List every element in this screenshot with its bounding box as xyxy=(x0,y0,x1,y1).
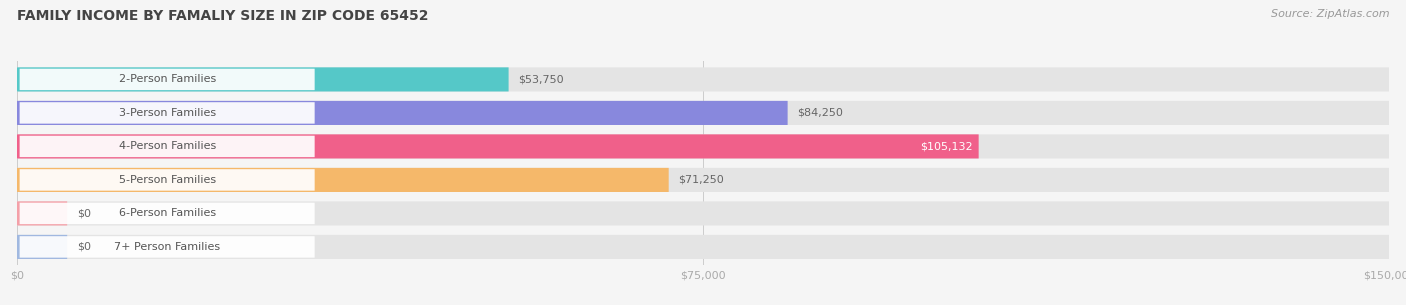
FancyBboxPatch shape xyxy=(20,136,315,157)
Text: 5-Person Families: 5-Person Families xyxy=(118,175,215,185)
FancyBboxPatch shape xyxy=(17,201,67,225)
FancyBboxPatch shape xyxy=(17,67,1389,92)
Text: $53,750: $53,750 xyxy=(519,74,564,84)
Text: 2-Person Families: 2-Person Families xyxy=(118,74,215,84)
FancyBboxPatch shape xyxy=(17,235,67,259)
FancyBboxPatch shape xyxy=(20,102,315,124)
Text: FAMILY INCOME BY FAMALIY SIZE IN ZIP CODE 65452: FAMILY INCOME BY FAMALIY SIZE IN ZIP COD… xyxy=(17,9,429,23)
FancyBboxPatch shape xyxy=(20,203,315,224)
Text: 3-Person Families: 3-Person Families xyxy=(118,108,215,118)
FancyBboxPatch shape xyxy=(17,101,1389,125)
FancyBboxPatch shape xyxy=(17,135,1389,159)
FancyBboxPatch shape xyxy=(17,101,787,125)
Text: $84,250: $84,250 xyxy=(797,108,844,118)
Text: $71,250: $71,250 xyxy=(678,175,724,185)
FancyBboxPatch shape xyxy=(17,67,509,92)
Text: $0: $0 xyxy=(77,208,91,218)
FancyBboxPatch shape xyxy=(17,135,979,159)
Text: 4-Person Families: 4-Person Families xyxy=(118,142,215,151)
FancyBboxPatch shape xyxy=(20,236,315,258)
FancyBboxPatch shape xyxy=(17,201,1389,225)
FancyBboxPatch shape xyxy=(17,168,1389,192)
Text: 6-Person Families: 6-Person Families xyxy=(118,208,215,218)
Text: $0: $0 xyxy=(77,242,91,252)
Text: $105,132: $105,132 xyxy=(921,142,973,151)
FancyBboxPatch shape xyxy=(20,169,315,191)
FancyBboxPatch shape xyxy=(17,168,669,192)
FancyBboxPatch shape xyxy=(20,69,315,90)
Text: Source: ZipAtlas.com: Source: ZipAtlas.com xyxy=(1271,9,1389,19)
Text: 7+ Person Families: 7+ Person Families xyxy=(114,242,221,252)
FancyBboxPatch shape xyxy=(17,235,1389,259)
